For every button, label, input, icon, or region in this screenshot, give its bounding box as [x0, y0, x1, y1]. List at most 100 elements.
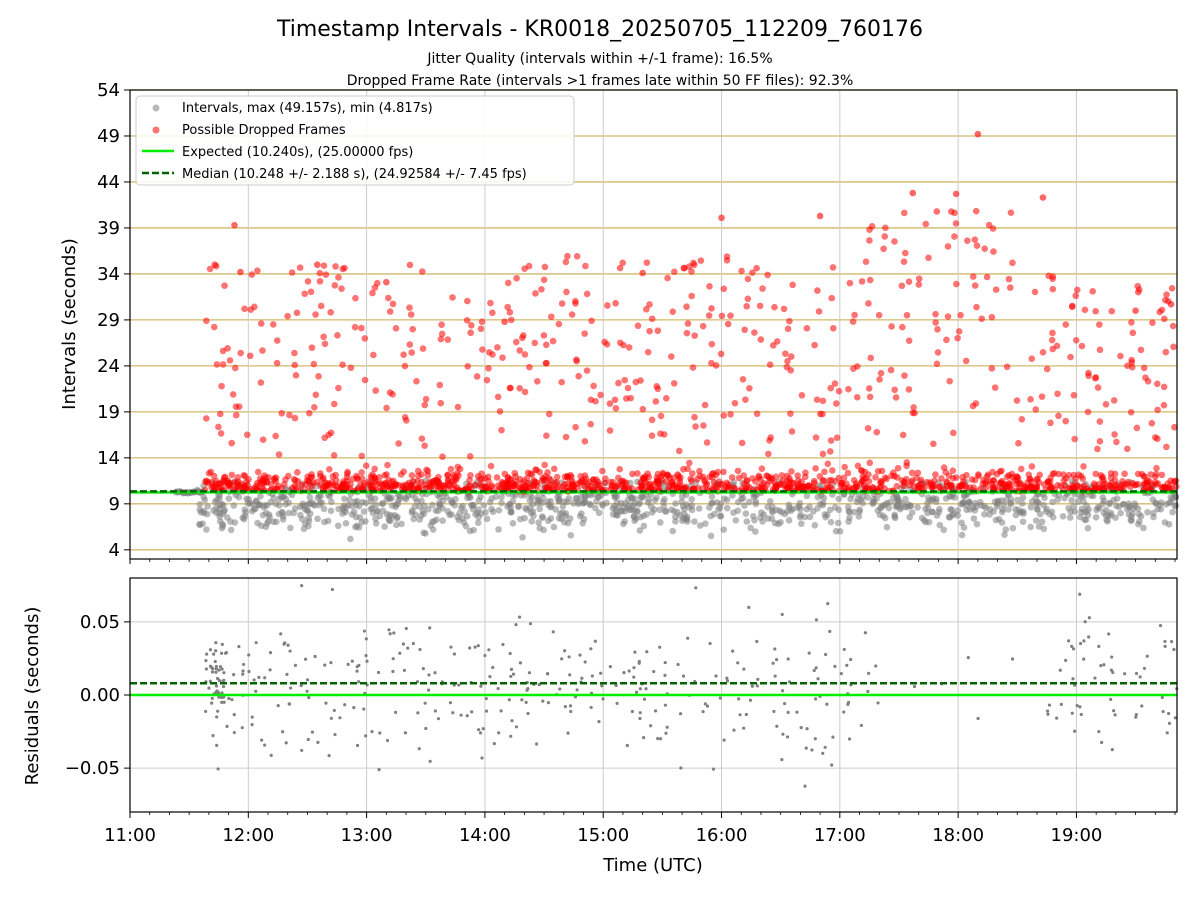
residual-point — [755, 639, 759, 644]
dropped-frame-point — [892, 394, 900, 401]
residual-point — [268, 651, 273, 655]
dropped-frame-point — [891, 238, 898, 245]
residual-point — [398, 651, 402, 655]
interval-point — [1035, 499, 1043, 507]
dropped-frame-point — [1110, 397, 1118, 404]
dropped-frame-point — [969, 402, 977, 410]
residual-point — [224, 650, 229, 655]
dropped-frame-point — [573, 356, 580, 363]
interval-point — [1099, 494, 1107, 501]
interval-point — [567, 531, 575, 539]
dropped-frame-point — [833, 434, 841, 441]
dropped-frame-point — [946, 377, 953, 385]
interval-point — [328, 498, 335, 506]
residual-point — [421, 666, 425, 671]
interval-point — [360, 508, 368, 515]
dropped-frame-point — [1027, 395, 1034, 403]
dropped-frame-point — [534, 482, 541, 489]
dropped-frame-point — [385, 294, 392, 302]
dropped-frame-point — [347, 364, 355, 372]
dropped-frame-point — [803, 324, 811, 332]
interval-point — [219, 520, 226, 528]
dropped-frame-point — [1160, 483, 1168, 491]
interval-point — [398, 520, 405, 528]
residual-point — [590, 674, 594, 678]
residual-point — [701, 709, 705, 714]
dropped-frame-point — [1003, 473, 1011, 481]
residual-point — [1047, 703, 1052, 707]
residual-point — [214, 690, 218, 695]
interval-point — [448, 511, 455, 518]
dropped-frame-point — [970, 484, 977, 491]
dropped-frame-point — [332, 471, 339, 479]
interval-point — [991, 498, 999, 506]
residual-point — [404, 626, 408, 631]
interval-point — [1137, 513, 1145, 520]
dropped-frame-point — [361, 335, 369, 342]
dropped-frame-point — [824, 484, 831, 492]
interval-point — [1140, 524, 1147, 532]
dropped-frame-point — [973, 242, 981, 249]
dropped-frame-point — [835, 387, 843, 395]
dropped-frame-point — [854, 462, 862, 470]
dropped-frame-point — [743, 477, 751, 485]
residual-point — [524, 700, 528, 704]
interval-point — [671, 513, 679, 521]
interval-point — [749, 512, 757, 520]
interval-point — [1099, 500, 1106, 508]
residual-point — [780, 689, 785, 693]
interval-point — [230, 502, 238, 509]
interval-point — [637, 493, 645, 500]
residual-point — [1078, 592, 1082, 596]
dropped-frame-point — [878, 478, 886, 486]
dropped-frame-point — [1092, 307, 1099, 315]
residual-point — [220, 651, 224, 655]
interval-point — [798, 520, 805, 528]
residual-point — [756, 677, 760, 681]
dropped-frame-point — [273, 337, 281, 344]
dropped-frame-point — [1171, 423, 1178, 431]
dropped-frame-point — [293, 309, 301, 317]
dropped-frame-point — [513, 274, 520, 282]
dropped-frame-point — [688, 268, 695, 275]
dropped-frame-point — [931, 477, 938, 484]
residual-point — [1082, 657, 1086, 661]
interval-point — [760, 511, 768, 518]
dropped-frame-point — [601, 479, 609, 487]
residual-point — [1055, 716, 1059, 720]
residual-point — [357, 680, 361, 684]
interval-point — [379, 500, 387, 508]
dropped-frame-point — [858, 278, 866, 285]
residual-point — [786, 710, 790, 714]
dropped-frame-point — [972, 207, 980, 215]
interval-point — [299, 502, 307, 510]
dropped-frame-point — [439, 453, 446, 460]
residuals-y-tick-label: −0.05 — [65, 758, 120, 779]
residual-point — [563, 705, 567, 709]
interval-point — [219, 501, 227, 509]
interval-point — [556, 510, 564, 517]
interval-point — [472, 511, 479, 518]
dropped-frame-point — [720, 412, 728, 419]
residual-point — [747, 605, 751, 610]
dropped-frame-point — [599, 467, 606, 475]
residual-point — [227, 696, 231, 701]
dropped-frame-point — [991, 384, 999, 391]
dropped-frame-point — [749, 269, 756, 276]
residual-point — [652, 669, 656, 674]
residual-point — [785, 735, 790, 739]
dropped-frame-point — [689, 470, 696, 477]
dropped-frame-point — [395, 440, 402, 447]
residual-point — [210, 670, 215, 674]
residuals-y-tick-label: 0.05 — [80, 612, 120, 633]
interval-point — [611, 494, 619, 501]
residual-point — [782, 701, 787, 706]
residual-point — [525, 688, 529, 692]
residual-point — [976, 716, 980, 721]
dropped-frame-point — [545, 410, 553, 418]
residual-point — [637, 661, 641, 665]
residual-point — [653, 709, 658, 713]
dropped-frame-point — [988, 365, 996, 372]
dropped-frame-point — [766, 361, 774, 368]
dropped-frame-point — [865, 478, 873, 485]
